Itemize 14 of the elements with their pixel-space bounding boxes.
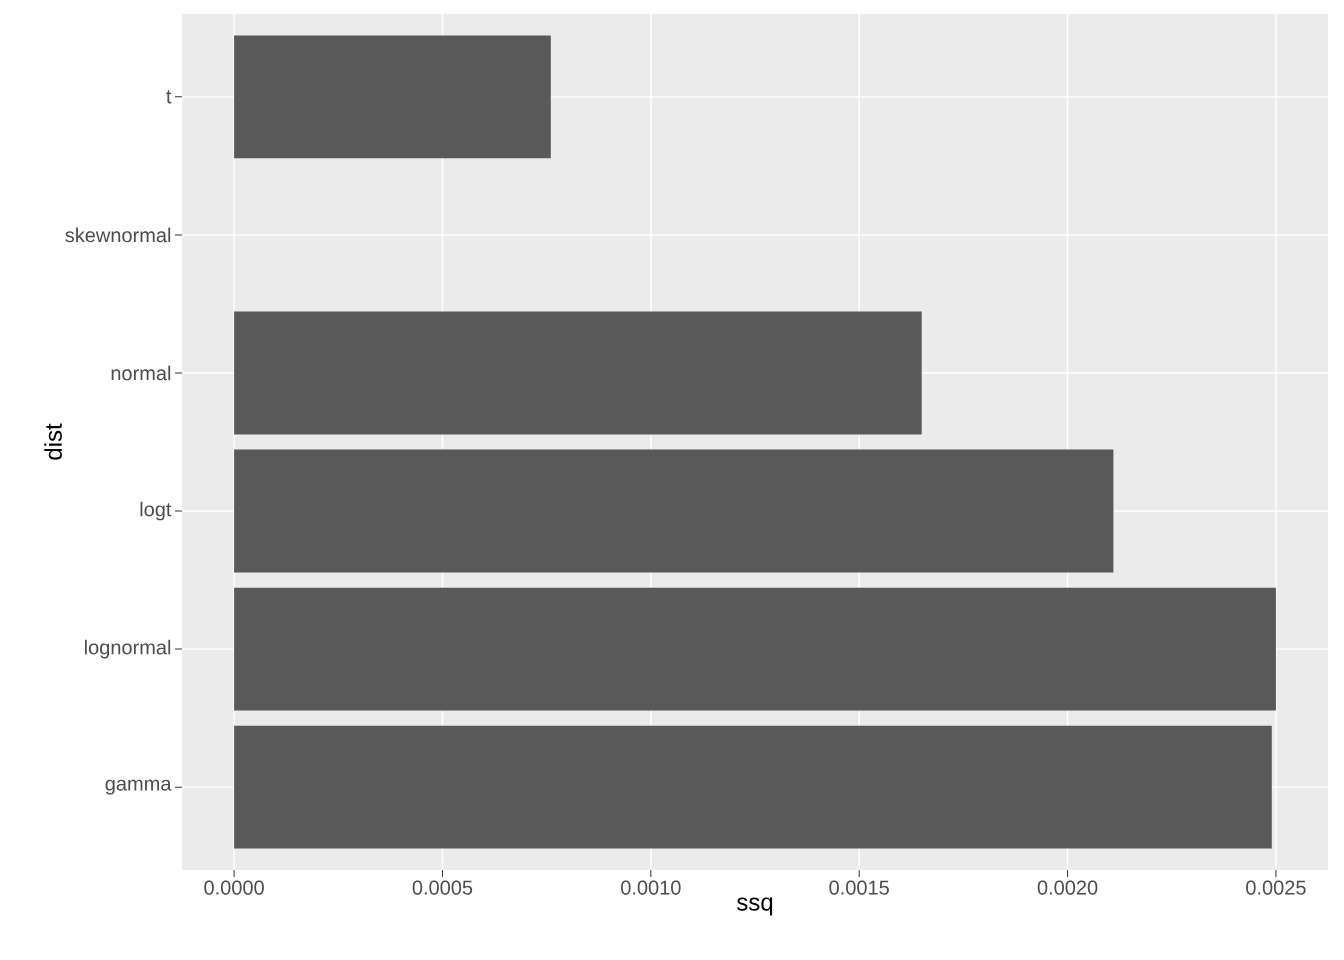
x-tick-label: 0.0005	[412, 880, 473, 895]
x-tick-label: 0.0010	[621, 880, 681, 895]
y-tick-label: lognormal	[85, 639, 171, 659]
y-tick-label: skewnormal	[65, 227, 171, 243]
x-tick-label: 0.0000	[204, 880, 264, 895]
x-tick-label: 0.0015	[829, 880, 889, 895]
y-tick-label: normal	[111, 365, 171, 381]
x-tick-label: 0.0025	[1246, 880, 1306, 895]
y-tick-label: t	[166, 90, 172, 104]
x-tick-label: 0.0020	[1037, 880, 1098, 895]
y-tick-label: logt	[140, 501, 172, 521]
y-axis-title: dist	[44, 423, 62, 460]
x-axis-title: ssq	[737, 897, 773, 916]
y-tick-label: gamma	[105, 779, 172, 795]
